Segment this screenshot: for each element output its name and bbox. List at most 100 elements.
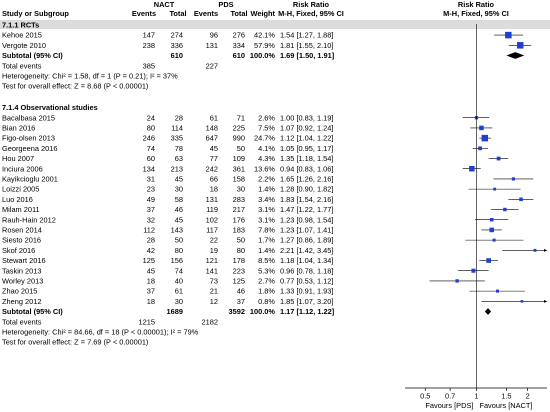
study-name: Siesto 2016 (2, 236, 41, 245)
events-pds: 45 (210, 144, 218, 153)
total-nact: 114 (171, 124, 183, 133)
weight: 8.5% (258, 256, 275, 265)
study-marker (479, 125, 484, 131)
risk-ratio-ci: 0.96 [0.78, 1.18] (280, 266, 333, 275)
axis-tick-label: 0.5 (420, 392, 430, 401)
risk-ratio-ci: 0.94 [0.83, 1.06] (280, 164, 333, 173)
heterogeneity: Heterogeneity: Chi² = 84.66, df = 18 (P … (2, 328, 199, 337)
events-nact: 23 (147, 185, 155, 194)
events-nact: 147 (143, 31, 155, 40)
subtotal-ci: 1.69 [1.50, 1.91] (280, 51, 335, 60)
study-marker (495, 289, 500, 293)
total-nact: 63 (175, 154, 183, 163)
study-marker (481, 134, 489, 142)
header-study-or-subgroup: Study or Subgroup (2, 9, 69, 18)
events-nact: 238 (143, 41, 155, 50)
weight: 42.1% (254, 31, 275, 40)
weight: 4.3% (258, 154, 275, 163)
total-nact: 45 (175, 215, 183, 224)
total-pds: 990 (233, 134, 245, 143)
header-weight: Weight (251, 9, 276, 18)
events-pds: 647 (206, 134, 218, 143)
study-name: Luo 2016 (2, 195, 33, 204)
risk-ratio-ci: 1.33 [0.91, 1.93] (280, 287, 333, 296)
events-pds: 19 (210, 246, 218, 255)
total-nact: 143 (171, 226, 183, 235)
weight: 5.3% (258, 266, 275, 275)
total-pds: 125 (233, 277, 245, 286)
total-pds: 283 (233, 195, 245, 204)
header-total-nact: Total (169, 9, 186, 18)
risk-ratio-ci: 1.54 [1.27, 1.88] (280, 31, 333, 40)
study-marker (493, 187, 497, 191)
overall-effect: Test for overall effect: Z = 8.68 (P < 0… (2, 82, 148, 91)
risk-ratio-ci: 1.85 [1.07, 3.20] (280, 297, 333, 306)
weight: 2.6% (258, 113, 275, 122)
events-pds: 73 (210, 277, 218, 286)
risk-ratio-ci: 1.35 [1.18, 1.54] (280, 154, 333, 163)
events-nact: 125 (143, 256, 155, 265)
risk-ratio-ci: 1.83 [1.54, 2.16] (280, 195, 333, 204)
study-name: Bian 2016 (2, 124, 35, 133)
risk-ratio-ci: 1.28 [0.90, 1.82] (280, 185, 333, 194)
ci-arrow (544, 248, 547, 252)
events-pds: 21 (210, 287, 218, 296)
risk-ratio-ci: 1.05 [0.95, 1.17] (280, 144, 333, 153)
events-nact: 42 (147, 246, 155, 255)
study-marker (517, 42, 524, 49)
weight: 24.7% (254, 134, 275, 143)
risk-ratio-ci: 1.18 [1.04, 1.34] (280, 256, 333, 265)
total-pds: 71 (237, 113, 245, 122)
events-pds: 131 (206, 41, 218, 50)
total-pds: 50 (237, 144, 245, 153)
risk-ratio-ci: 1.81 [1.55, 2.10] (280, 41, 333, 50)
events-pds: 18 (210, 185, 218, 194)
weight: 3.1% (258, 215, 275, 224)
total-nact: 74 (175, 266, 183, 275)
total-pds: 158 (233, 175, 245, 184)
risk-ratio-ci: 1.07 [0.92, 1.24] (280, 124, 333, 133)
total-nact: 28 (175, 113, 183, 122)
total-pds: 225 (233, 124, 245, 133)
total-pds: 334 (233, 41, 245, 50)
study-name: Stewart 2016 (2, 256, 46, 265)
total-pds: 46 (237, 287, 245, 296)
total-nact: 80 (175, 246, 183, 255)
study-name: Bacalbasa 2015 (2, 113, 55, 122)
events-nact: 18 (147, 277, 155, 286)
events-pds: 102 (206, 215, 218, 224)
total-pds: 37 (237, 297, 245, 306)
risk-ratio-ci: 0.77 [0.53, 1.12] (280, 277, 333, 286)
axis-tick-label: 1.5 (501, 392, 511, 401)
weight: 13.6% (254, 164, 275, 173)
events-nact: 18 (147, 297, 155, 306)
study-marker (469, 165, 475, 172)
total-events-label: Total events (2, 317, 42, 326)
ci-arrow (544, 299, 547, 303)
events-pds: 22 (210, 236, 218, 245)
events-pds: 77 (210, 154, 218, 163)
risk-ratio-ci: 1.65 [1.26, 2.16] (280, 175, 333, 184)
study-name: Zheng 2012 (2, 297, 41, 306)
weight: 57.9% (254, 41, 275, 50)
subtotal-diamond (484, 308, 492, 315)
events-nact: 24 (147, 113, 155, 122)
events-pds: 12 (210, 297, 218, 306)
weight: 3.1% (258, 205, 275, 214)
header-nact: NACT (154, 0, 175, 9)
total-events-nact: 1215 (139, 317, 155, 326)
total-nact: 274 (171, 31, 183, 40)
study-name: Inciura 2006 (2, 164, 43, 173)
risk-ratio-ci: 1.23 [1.07, 1.41] (280, 226, 333, 235)
total-events-nact: 385 (143, 61, 155, 70)
subtotal-ci: 1.17 [1.12, 1.22] (280, 307, 335, 316)
events-pds: 121 (206, 256, 218, 265)
events-nact: 37 (147, 287, 155, 296)
overall-effect: Test for overall effect: Z = 7.69 (P < 0… (2, 338, 148, 347)
total-nact: 30 (175, 185, 183, 194)
study-name: Kayikcioglu 2001 (2, 175, 58, 184)
study-marker (520, 300, 524, 303)
weight: 7.5% (258, 124, 275, 133)
